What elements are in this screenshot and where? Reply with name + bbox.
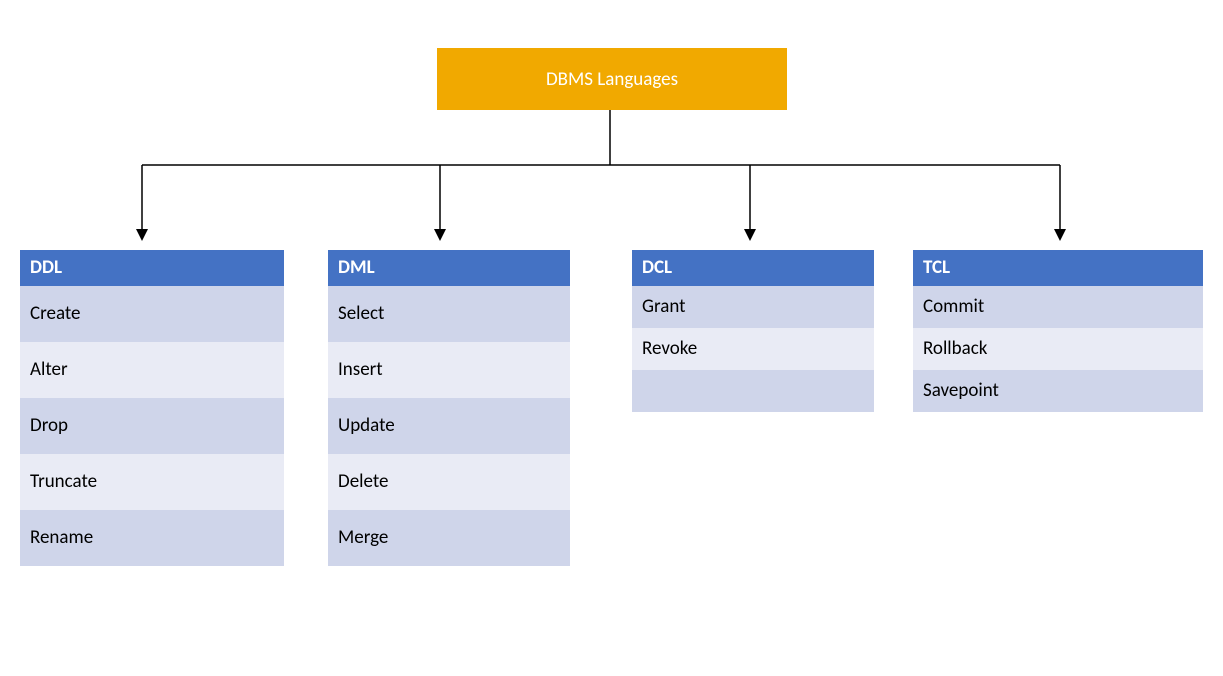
table-row: Merge [328,510,570,566]
table-row: Select [328,286,570,342]
table-row: Revoke [632,328,874,370]
table-row [632,370,874,412]
table-row: Rollback [913,328,1203,370]
table-row: Truncate [20,454,284,510]
table-row: Savepoint [913,370,1203,412]
table-row: Update [328,398,570,454]
category-table-ddl: DDLCreateAlterDropTruncateRename [20,250,284,566]
table-row: Drop [20,398,284,454]
table-row: Commit [913,286,1203,328]
category-header: DDL [20,250,284,286]
category-table-tcl: TCLCommitRollbackSavepoint [913,250,1203,412]
category-table-dcl: DCLGrantRevoke [632,250,874,412]
table-row: Create [20,286,284,342]
table-row: Rename [20,510,284,566]
category-table-dml: DMLSelectInsertUpdateDeleteMerge [328,250,570,566]
table-row: Grant [632,286,874,328]
category-header: DCL [632,250,874,286]
category-header: TCL [913,250,1203,286]
root-node: DBMS Languages [437,48,787,110]
table-row: Alter [20,342,284,398]
table-row: Delete [328,454,570,510]
root-label: DBMS Languages [546,68,678,91]
table-row: Insert [328,342,570,398]
category-header: DML [328,250,570,286]
